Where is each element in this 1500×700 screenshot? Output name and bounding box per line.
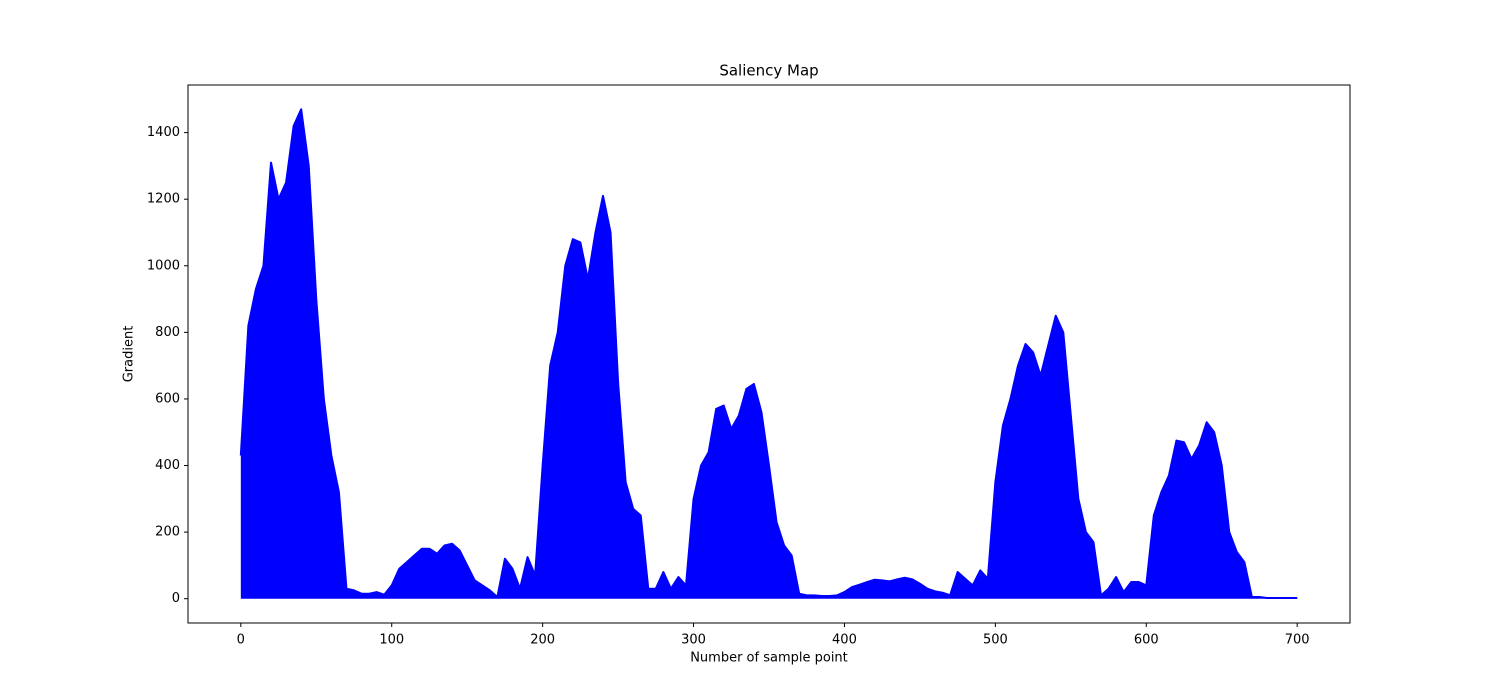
x-tick-label: 700 [1285, 633, 1310, 648]
y-tick-label: 200 [155, 525, 180, 540]
plot-frame [187, 84, 1351, 624]
y-axis-label: Gradient [122, 326, 137, 383]
x-tick-label: 400 [832, 633, 857, 648]
area-fill [240, 109, 1298, 599]
y-tick-label: 400 [155, 458, 180, 473]
x-tick-label: 200 [530, 633, 555, 648]
y-tick-label: 800 [155, 325, 180, 340]
y-tick-label: 1400 [147, 125, 180, 140]
x-tick-label: 300 [681, 633, 706, 648]
x-tick-label: 0 [237, 633, 245, 648]
x-tick-label: 500 [983, 633, 1008, 648]
y-tick-label: 600 [155, 391, 180, 406]
y-tick-label: 0 [172, 591, 180, 606]
chart-title: Saliency Map [719, 62, 818, 80]
area-line [239, 108, 1298, 600]
x-axis-label: Number of sample point [690, 651, 848, 666]
x-tick-label: 100 [379, 633, 404, 648]
x-tick-label: 600 [1134, 633, 1159, 648]
y-tick-label: 1200 [147, 192, 180, 207]
y-tick-label: 1000 [147, 258, 180, 273]
